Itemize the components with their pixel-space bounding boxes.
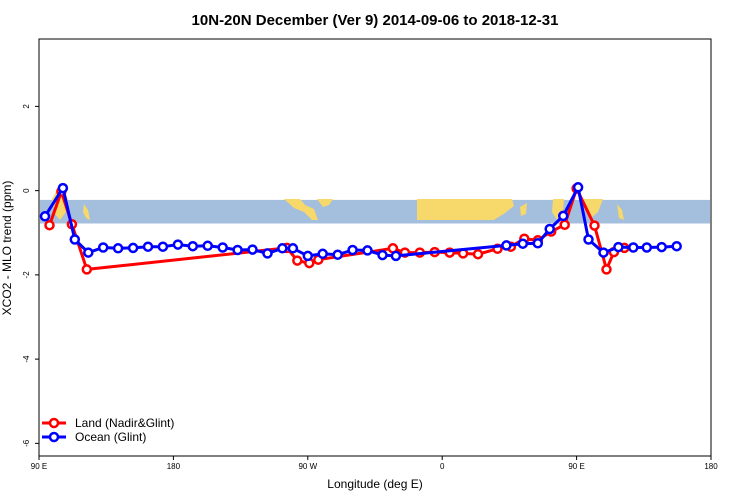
- x-axis-label: Longitude (deg E): [327, 477, 422, 491]
- data-point: [517, 238, 529, 249]
- data-point: [302, 250, 314, 262]
- data-point: [390, 250, 402, 262]
- data-point: [83, 247, 94, 258]
- x-tick-label: 90 E: [31, 462, 47, 471]
- data-point: [112, 243, 124, 254]
- data-point: [187, 240, 199, 252]
- legend-label-ocean: Ocean (Glint): [75, 430, 146, 444]
- legend-item-ocean: Ocean (Glint): [42, 430, 146, 444]
- data-point: [217, 242, 228, 253]
- data-point: [287, 243, 299, 254]
- data-point: [202, 240, 213, 252]
- data-point: [172, 239, 184, 250]
- map-land: [317, 199, 333, 207]
- y-tick-label: -4: [22, 355, 31, 363]
- x-tick-label: 180: [167, 462, 181, 471]
- x-tick-label: 90 E: [568, 462, 584, 471]
- series-1: [39, 182, 682, 262]
- data-point: [44, 219, 55, 231]
- data-point: [247, 244, 258, 255]
- y-tick-label: -2: [22, 271, 31, 279]
- data-point: [472, 248, 484, 260]
- legend-marker-ocean: [48, 431, 60, 443]
- data-point: [628, 242, 639, 253]
- y-tick-label: 0: [22, 188, 31, 193]
- data-point: [157, 241, 169, 252]
- series-0: [44, 183, 630, 275]
- legend-marker-land: [48, 417, 60, 429]
- data-point: [601, 264, 612, 275]
- y-axis-label: XCO2 - MLO trend (ppm): [0, 181, 14, 316]
- data-point: [69, 234, 81, 245]
- data-point: [81, 264, 93, 275]
- map-land: [284, 199, 318, 220]
- map-ocean: [40, 199, 710, 224]
- data-point: [583, 234, 594, 245]
- plot-frame: [38, 38, 712, 457]
- data-point: [532, 238, 544, 249]
- data-point: [377, 249, 388, 261]
- x-tick-label: 0: [440, 462, 445, 471]
- map-land: [552, 199, 564, 220]
- map-land: [83, 204, 90, 220]
- data-point: [127, 242, 139, 254]
- map-land: [617, 204, 624, 220]
- data-point: [39, 211, 51, 222]
- y-tick-label: -6: [22, 439, 31, 447]
- data-point: [277, 243, 288, 254]
- data-point: [262, 248, 273, 259]
- data-point: [142, 241, 154, 252]
- data-point: [332, 249, 343, 260]
- x-tick-label: 180: [704, 462, 718, 471]
- y-tick-label: 2: [22, 104, 31, 109]
- data-point: [572, 182, 584, 193]
- data-point: [613, 241, 624, 253]
- data-point: [292, 255, 303, 266]
- data-point: [641, 242, 653, 253]
- map-land: [417, 199, 514, 220]
- data-point: [57, 182, 69, 194]
- data-point: [559, 219, 570, 231]
- data-point: [557, 210, 569, 222]
- legend-label-land: Land (Nadir&Glint): [75, 416, 174, 430]
- data-point: [501, 240, 512, 251]
- data-point: [232, 244, 243, 256]
- world-map-strip: [40, 188, 710, 224]
- x-tick-label: 90 W: [298, 462, 317, 471]
- data-point: [97, 242, 109, 253]
- data-point: [589, 220, 600, 231]
- x-axis: 90 E 180 90 W 0 90 E 180: [31, 456, 718, 471]
- data-point: [656, 241, 667, 253]
- series-layer: [39, 182, 682, 275]
- data-point: [347, 244, 358, 256]
- data-point: [362, 245, 373, 256]
- chart-title: 10N-20N December (Ver 9) 2014-09-06 to 2…: [192, 12, 559, 29]
- y-axis: -6 -4 -2 0 2: [22, 104, 39, 447]
- legend: Land (Nadir&Glint) Ocean (Glint): [42, 416, 174, 444]
- legend-item-land: Land (Nadir&Glint): [42, 416, 174, 430]
- data-point: [598, 247, 609, 258]
- data-point: [671, 240, 682, 252]
- data-point: [317, 248, 328, 260]
- map-land: [520, 203, 527, 216]
- data-point: [544, 223, 555, 235]
